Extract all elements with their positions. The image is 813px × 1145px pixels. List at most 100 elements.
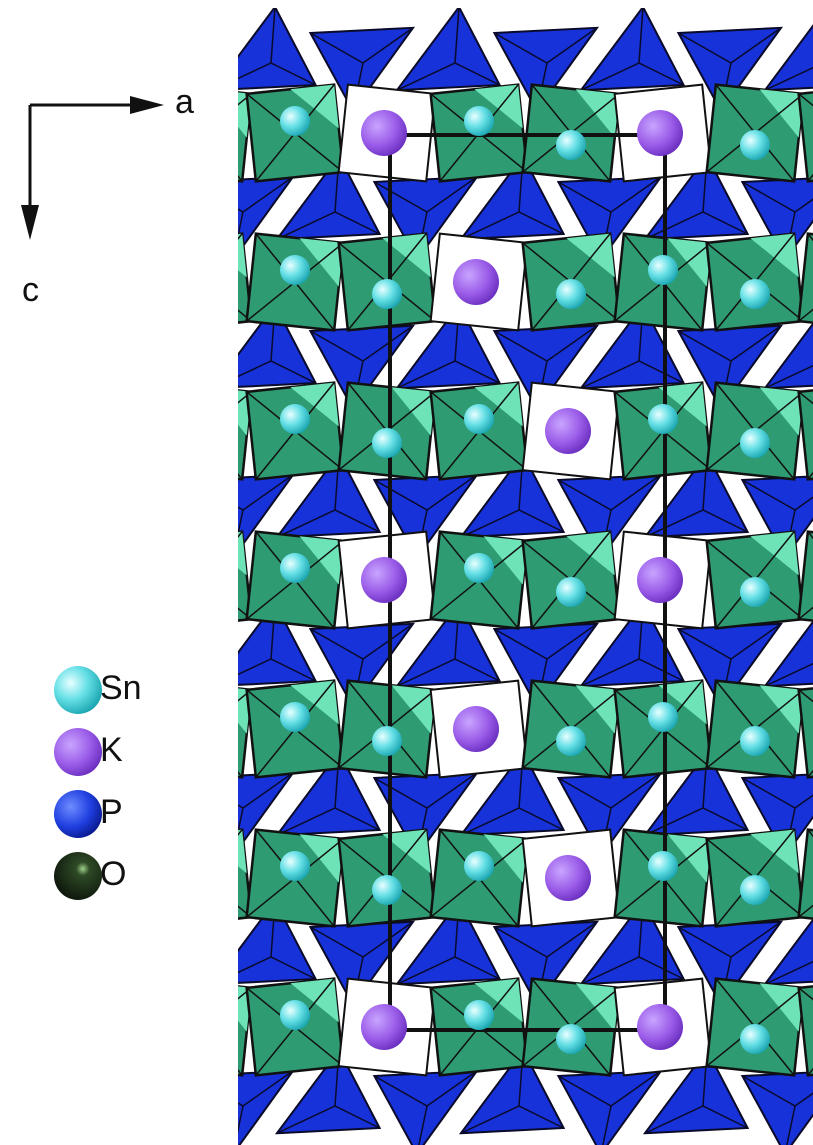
octahedron-face: [155, 383, 252, 480]
sn-atom: [556, 577, 586, 607]
octahedron-face: [155, 681, 252, 778]
legend-sn-sphere: [54, 666, 102, 714]
sn-atom: [740, 1024, 770, 1054]
octahedron-edge: [155, 234, 252, 331]
k-atom: [545, 855, 591, 901]
sn-atom: [280, 851, 310, 881]
sn-atom: [372, 428, 402, 458]
legend-p-sphere: [54, 790, 102, 838]
sn-atom: [740, 875, 770, 905]
octahedron-edge: [155, 681, 252, 778]
sn-atom: [188, 726, 218, 756]
sn-atom: [740, 428, 770, 458]
sn-atom: [556, 279, 586, 309]
octahedron-face-light: [203, 685, 251, 733]
sno6-octahedron: [155, 830, 252, 927]
sno6-octahedron: [155, 681, 252, 778]
octahedron-edge: [155, 85, 252, 182]
crystal-structure-figure: a c Sn K P O: [0, 0, 813, 1145]
sn-atom: [648, 851, 678, 881]
sn-atom: [740, 577, 770, 607]
sn-atom: [280, 106, 310, 136]
sn-atom: [372, 279, 402, 309]
sn-atom: [280, 1000, 310, 1030]
sn-atom: [188, 130, 218, 160]
legend-k-sphere: [54, 728, 102, 776]
sn-atom: [188, 577, 218, 607]
sn-atom: [556, 1024, 586, 1054]
c-axis-label: c: [22, 271, 39, 309]
sn-atom: [464, 553, 494, 583]
sn-atom: [740, 130, 770, 160]
sn-atom: [648, 404, 678, 434]
octahedron-face-light: [203, 89, 251, 137]
sno6-octahedron: [799, 234, 813, 331]
k-atom: [361, 557, 407, 603]
sn-atom: [188, 1024, 218, 1054]
octahedron-face: [155, 85, 252, 182]
octahedron-face: [155, 234, 252, 331]
sn-atom: [740, 279, 770, 309]
k-atom: [361, 1004, 407, 1050]
sn-atom: [464, 851, 494, 881]
sno6-octahedron: [799, 85, 813, 182]
polyhedra: [155, 7, 813, 1145]
k-atom: [361, 110, 407, 156]
octahedron-edge: [155, 532, 252, 629]
sno6-octahedron: [155, 979, 252, 1076]
page: {"axes": {"a": "a", "c": "c"}, "legend":…: [0, 0, 813, 1145]
k-atom: [637, 110, 683, 156]
octahedron-edge: [155, 383, 252, 480]
octahedron-face: [155, 979, 252, 1076]
octahedron-edge: [155, 830, 252, 927]
octahedron-edge: [155, 681, 252, 778]
octahedron-edge: [155, 979, 252, 1076]
legend-label: O: [100, 855, 126, 893]
sno6-octahedron: [799, 830, 813, 927]
sn-atom: [372, 726, 402, 756]
sno6-octahedron: [799, 979, 813, 1076]
sn-atom: [464, 404, 494, 434]
sn-atom: [188, 875, 218, 905]
octahedron-edge: [155, 383, 252, 480]
sn-atom: [280, 255, 310, 285]
sno6-octahedron: [799, 681, 813, 778]
legend-label: K: [100, 731, 123, 769]
k-atom: [637, 1004, 683, 1050]
sn-atom: [740, 726, 770, 756]
sno6-octahedron: [155, 532, 252, 629]
octahedron-edge: [155, 979, 252, 1076]
sno6-octahedron: [799, 532, 813, 629]
sn-atom: [556, 726, 586, 756]
a-arrowhead: [130, 96, 164, 114]
sn-atom: [280, 404, 310, 434]
octahedron-edge: [155, 234, 252, 331]
k-atom: [545, 408, 591, 454]
octahedron-edge: [155, 85, 252, 182]
po4-tetrahedron: [765, 7, 813, 90]
sn-atom: [280, 553, 310, 583]
sn-atom: [188, 428, 218, 458]
c-arrowhead: [21, 205, 39, 240]
octahedron-edge: [155, 830, 252, 927]
sn-atom: [372, 875, 402, 905]
sno6-octahedron: [155, 383, 252, 480]
octahedron-face: [155, 830, 252, 927]
octahedron-face-light: [203, 983, 251, 1031]
sn-atom: [648, 255, 678, 285]
octahedron-face-light: [203, 387, 251, 435]
legend-label: P: [100, 793, 123, 831]
sn-atom: [648, 702, 678, 732]
legend-label: Sn: [100, 669, 142, 707]
sn-atom: [556, 130, 586, 160]
sno6-octahedron: [799, 383, 813, 480]
sn-atom: [188, 279, 218, 309]
sn-atom: [464, 1000, 494, 1030]
a-axis-label: a: [175, 83, 194, 121]
sn-atom: [464, 106, 494, 136]
axis-indicator: a c: [21, 83, 194, 309]
k-atom: [453, 706, 499, 752]
sno6-octahedron: [155, 234, 252, 331]
k-atom: [637, 557, 683, 603]
octahedron-face: [155, 532, 252, 629]
